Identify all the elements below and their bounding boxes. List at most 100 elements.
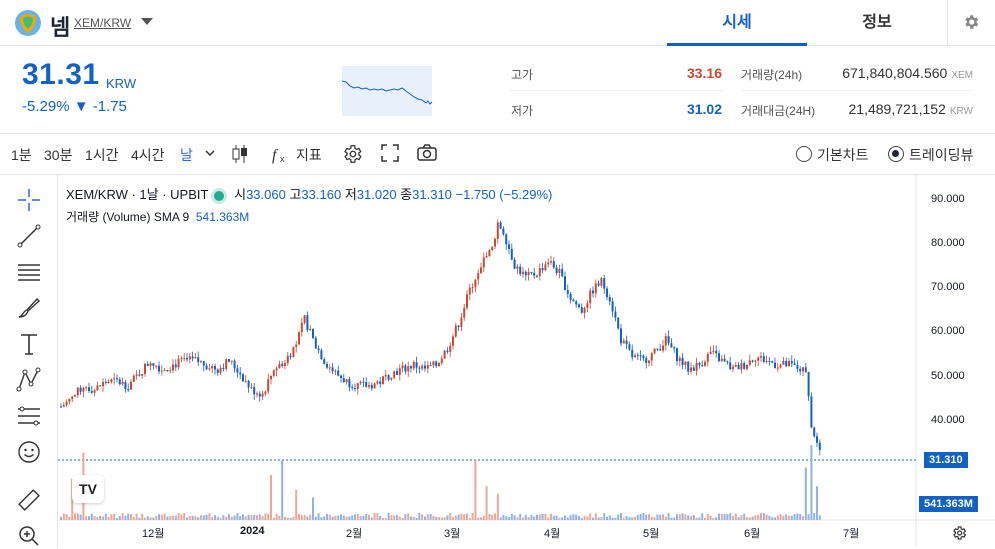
volume-bar (121, 513, 124, 520)
volume-bar (76, 513, 79, 520)
candle-body (373, 383, 376, 389)
volume-bar (214, 515, 216, 520)
volume-bar (779, 514, 782, 520)
fullscreen-icon[interactable] (380, 143, 400, 163)
y-tick: 80.000 (931, 237, 965, 249)
candle-body (580, 307, 583, 313)
candle-body (454, 325, 457, 337)
volume-bar (510, 513, 513, 520)
volume-label[interactable]: 거래량 (Volume) (66, 210, 151, 224)
volume-bar (113, 513, 116, 520)
volume-bar (650, 516, 653, 520)
interval-1h[interactable]: 1시간 (85, 147, 119, 163)
tab-market[interactable]: 시세 (667, 0, 807, 46)
candle-body (398, 368, 401, 375)
candle-body (384, 375, 387, 377)
volume-bar (132, 517, 135, 520)
radio-basic-chart[interactable] (796, 146, 812, 162)
volume-tag: 541.363M (919, 496, 978, 512)
volume-bar (362, 515, 365, 520)
radio-tradingview[interactable] (888, 146, 904, 162)
candle-body (592, 290, 594, 294)
volume-value: 671,840,804.560 (842, 65, 948, 81)
volume-bar (452, 517, 454, 520)
candle-body (575, 301, 578, 305)
settings-gear-icon[interactable] (341, 143, 363, 165)
zoom-in-icon[interactable] (16, 523, 42, 549)
candle-body (508, 244, 510, 249)
candle-body (561, 269, 564, 277)
volume-bar (695, 517, 698, 520)
volume-bar (247, 514, 250, 520)
volume-bar (757, 515, 760, 520)
symbol-line[interactable]: XEM/KRW · 1날 · UPBIT (66, 187, 209, 202)
candle-body (348, 379, 351, 388)
brush-icon[interactable] (16, 295, 42, 321)
volume-bar (401, 517, 404, 520)
volume-bar (734, 513, 737, 520)
volume-bar (239, 515, 242, 520)
x-tick: 6월 (744, 528, 761, 540)
volume-bar (468, 517, 471, 520)
indicators-button[interactable]: 지표 (296, 147, 322, 163)
interval-day[interactable]: 날 (180, 147, 193, 163)
settings-button[interactable] (947, 0, 995, 46)
fib-lines-icon[interactable] (16, 259, 42, 285)
tradingview-logo[interactable]: TV (72, 475, 104, 503)
volume-bar (295, 490, 298, 520)
emoji-icon[interactable] (16, 439, 42, 465)
chevron-down-icon[interactable] (141, 18, 153, 25)
interval-4h[interactable]: 4시간 (131, 147, 165, 163)
volume-bar (782, 515, 785, 520)
candles (60, 219, 821, 456)
candle-body (303, 315, 306, 323)
chevron-down-icon[interactable] (204, 148, 216, 158)
volume-bar (292, 516, 295, 520)
candlestick-icon[interactable] (230, 143, 250, 165)
volume-bar (788, 515, 790, 520)
candle-body (286, 355, 289, 364)
text-tool-icon[interactable] (16, 331, 42, 357)
candle-body (550, 261, 552, 263)
basic-chart-label[interactable]: 기본차트 (817, 147, 869, 163)
candle-body (648, 360, 650, 364)
volume-bar (670, 517, 673, 520)
volume-bar (356, 514, 359, 520)
ruler-icon[interactable] (16, 487, 42, 513)
volume-bar (275, 513, 278, 520)
volume-bar (446, 515, 449, 520)
sma-value: 541.363M (195, 210, 250, 224)
volume-bar (110, 514, 113, 520)
volume-bar (502, 515, 505, 520)
candle-body (169, 370, 172, 372)
trend-line-icon[interactable] (16, 223, 42, 249)
volume-bar (85, 516, 88, 520)
candle-body (320, 350, 323, 360)
market-pair-link[interactable]: XEM/KRW (74, 16, 132, 30)
volume-bar (586, 516, 589, 520)
price-chart[interactable]: XEM/KRW · 1날 · UPBIT 시33.060 고33.160 저31… (58, 175, 995, 547)
volume-bar (639, 513, 642, 520)
candle-body (365, 382, 368, 387)
current-price: 31.31 (22, 58, 100, 91)
chart-canvas[interactable] (58, 175, 995, 547)
pattern-icon[interactable] (16, 367, 42, 393)
candle-body (622, 340, 625, 344)
crosshair-icon[interactable] (16, 187, 42, 213)
volume-bar (751, 516, 754, 520)
interval-1m[interactable]: 1분 (11, 147, 32, 163)
camera-icon[interactable] (416, 143, 438, 163)
candle-body (60, 406, 62, 408)
candle-body (152, 363, 155, 366)
tradingview-label[interactable]: 트레이딩뷰 (909, 147, 974, 163)
candle-body (314, 337, 317, 349)
interval-30m[interactable]: 30분 (44, 147, 73, 163)
prediction-icon[interactable] (16, 403, 42, 429)
candle-body (449, 345, 452, 352)
chart-settings-gear-icon[interactable] (951, 525, 967, 541)
candle-body (74, 395, 76, 397)
tab-info[interactable]: 정보 (862, 14, 892, 31)
candle-body (295, 344, 298, 348)
candle-body (225, 359, 228, 369)
